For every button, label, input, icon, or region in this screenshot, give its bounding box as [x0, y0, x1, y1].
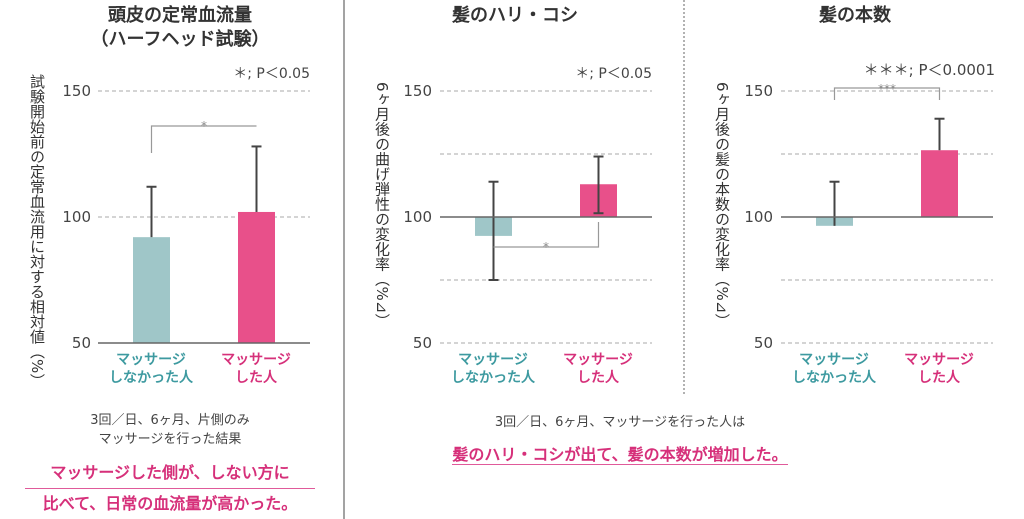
chart1-significance-legend: ＊; P＜0.05	[233, 66, 310, 82]
chart3-significance-bracket	[833, 87, 941, 100]
chart1-tick-50: 50	[71, 334, 91, 352]
chart3-tick-50: 50	[753, 334, 773, 352]
conclusion-line: 比べて、日常の血流量が高かった。	[25, 489, 315, 519]
cat-line: マッサージ	[904, 352, 974, 368]
cat-line: マッサージ	[799, 352, 869, 368]
chart2-tick-50: 50	[412, 334, 432, 352]
conclusion-line: マッサージした側が、しない方に	[25, 458, 315, 489]
chart2-significance-mark: *	[543, 240, 549, 254]
chart2-y-axis-label: 6ヶ月後の曲げ弾性の変化率（%⊿）	[373, 82, 391, 329]
chart2-title: 髪のハリ・コシ	[452, 5, 578, 26]
chart2-significance-legend: ＊; P＜0.05	[575, 66, 652, 82]
chart1-title: 頭皮の定常血流量 （ハーフヘッド試験）	[40, 4, 320, 52]
chart3-category-control: マッサージ しなかった人	[769, 351, 899, 387]
cat-line: した人	[918, 370, 960, 386]
cat-line: マッサージ	[116, 352, 186, 368]
chart3-tick-100: 100	[744, 208, 773, 226]
cat-line: しなかった人	[451, 370, 535, 386]
chart3-significance-legend: ＊＊＊; P＜0.0001	[863, 61, 995, 79]
cat-line: マッサージ	[458, 352, 528, 368]
chart1-significance-mark: *	[201, 119, 207, 133]
cat-line: した人	[235, 370, 277, 386]
chart3-category-massage: マッサージ した人	[874, 351, 1004, 387]
chart3-significance-mark: ***	[878, 82, 896, 96]
chart1-bar-massage	[238, 211, 275, 343]
chart1-significance-bracket	[150, 125, 257, 153]
cat-line: しなかった人	[792, 370, 876, 386]
left-method-note: 3回／日、6ヶ月、片側のみ マッサージを行った結果	[20, 411, 320, 449]
chart2-tick-100: 100	[403, 208, 432, 226]
chart1-tick-100: 100	[62, 208, 91, 226]
chart2-significance-bracket	[493, 222, 600, 248]
cat-line: マッサージ	[221, 352, 291, 368]
conclusion-line: 髪のハリ・コシが出て、髪の本数が増加した。	[452, 445, 788, 465]
chart1-bar-control	[133, 237, 170, 343]
chart1-title-line2: （ハーフヘッド試験）	[90, 29, 270, 50]
chart2-tick-150: 150	[403, 82, 432, 100]
cat-line: した人	[577, 370, 619, 386]
note-line: マッサージを行った結果	[98, 432, 242, 447]
chart1-tick-150: 150	[62, 82, 91, 100]
chart1-title-line1: 頭皮の定常血流量	[108, 5, 252, 26]
note-line: 3回／日、6ヶ月、片側のみ	[90, 413, 250, 428]
chart1-y-axis-label: 試験開始前の定常血流用に対する相対値（%）	[28, 74, 46, 389]
right-method-note: 3回／日、6ヶ月、マッサージを行った人は	[494, 415, 746, 430]
left-conclusion: マッサージした側が、しない方に 比べて、日常の血流量が高かった。	[20, 458, 320, 519]
chart2-category-control: マッサージ しなかった人	[428, 351, 558, 387]
chart1-category-massage: マッサージ した人	[191, 351, 321, 387]
chart3-tick-150: 150	[744, 82, 773, 100]
cat-line: しなかった人	[109, 370, 193, 386]
chart3-y-axis-label: 6ヶ月後の髪の本数の変化率（%⊿）	[713, 82, 731, 329]
chart2-category-massage: マッサージ した人	[533, 351, 663, 387]
cat-line: マッサージ	[563, 352, 633, 368]
right-conclusion: 髪のハリ・コシが出て、髪の本数が増加した。	[440, 440, 800, 470]
chart3-bar-massage	[921, 150, 958, 217]
chart1-category-control: マッサージ しなかった人	[86, 351, 216, 387]
chart3-title: 髪の本数	[819, 5, 891, 26]
